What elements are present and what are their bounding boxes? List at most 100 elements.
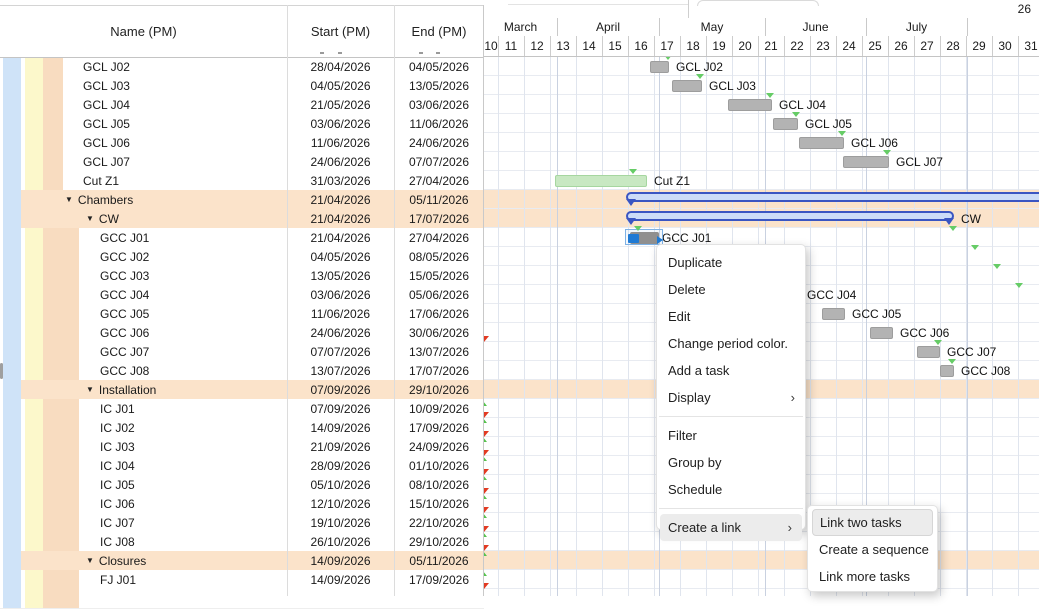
menu-item-edit[interactable]: Edit (657, 303, 805, 330)
start-date-cell[interactable]: 07/09/2026 (310, 382, 371, 397)
collapse-triangle-icon[interactable]: ▼ (86, 214, 94, 223)
table-row-gcl-j05[interactable]: GCL J05 03/06/2026 11/06/2026 (0, 114, 484, 134)
start-date-cell[interactable]: 31/03/2026 (310, 173, 371, 188)
task-name-cell[interactable]: IC J02 (100, 420, 135, 435)
start-date-cell[interactable]: 14/09/2026 (310, 553, 371, 568)
gantt-bar-gcl-j07[interactable] (843, 156, 889, 168)
end-date-cell[interactable]: 29/10/2026 (408, 534, 470, 549)
table-row-gcc-j03[interactable]: GCC J03 13/05/2026 15/05/2026 (0, 266, 484, 286)
table-row-gcc-j01[interactable]: GCC J01 21/04/2026 27/04/2026 (0, 228, 484, 248)
end-date-cell[interactable]: 27/04/2026 (408, 173, 470, 188)
selected-gantt-bar-gcc-j01[interactable] (625, 229, 663, 245)
task-name-cell[interactable]: IC J08 (100, 534, 135, 549)
menu-item-duplicate[interactable]: Duplicate (657, 249, 805, 276)
end-date-cell[interactable]: 10/09/2026 (408, 401, 470, 416)
end-date-cell[interactable]: 11/06/2026 (409, 116, 469, 131)
end-date-cell[interactable]: 03/06/2026 (408, 97, 470, 112)
start-date-cell[interactable]: 28/09/2026 (310, 458, 371, 473)
task-name-cell[interactable]: IC J06 (100, 496, 135, 511)
table-row-ic-j08[interactable]: IC J08 26/10/2026 29/10/2026 (0, 532, 484, 552)
group-name-cell[interactable]: ▼ Chambers (65, 192, 134, 207)
table-row-ic-j01[interactable]: IC J01 07/09/2026 10/09/2026 (0, 399, 484, 419)
start-date-cell[interactable]: 07/07/2026 (310, 344, 371, 359)
end-date-cell[interactable]: 08/10/2026 (408, 477, 470, 492)
table-row-ic-j06[interactable]: IC J06 12/10/2026 15/10/2026 (0, 494, 484, 514)
table-row-gcc-j04[interactable]: GCC J04 03/06/2026 05/06/2026 (0, 285, 484, 305)
menu-item-change-period-color[interactable]: Change period color. (657, 330, 805, 357)
end-date-cell[interactable]: 07/07/2026 (408, 154, 470, 169)
col-header-start[interactable]: Start (PM) (310, 24, 371, 39)
start-date-cell[interactable]: 04/05/2026 (310, 249, 371, 264)
task-name-cell[interactable]: IC J04 (100, 458, 135, 473)
end-date-cell[interactable]: 24/06/2026 (408, 135, 470, 150)
task-name-cell[interactable]: GCL J06 (83, 135, 130, 150)
start-date-cell[interactable]: 03/06/2026 (310, 116, 371, 131)
start-date-cell[interactable]: 11/06/2026 (310, 135, 371, 150)
table-row-chambers[interactable]: ▼ Chambers 21/04/2026 05/11/2026 (0, 190, 484, 210)
vertical-scrollbar-thumb[interactable] (0, 363, 3, 379)
task-name-cell[interactable]: IC J05 (100, 477, 135, 492)
menu-item-create-a-link[interactable]: Create a link › (660, 514, 802, 541)
start-date-cell[interactable]: 13/05/2026 (310, 268, 371, 283)
start-date-cell[interactable]: 03/06/2026 (310, 287, 371, 302)
table-chart-divider[interactable] (483, 5, 484, 596)
menu-item-add-a-task[interactable]: Add a task (657, 357, 805, 384)
end-date-cell[interactable]: 24/09/2026 (408, 439, 470, 454)
table-row-gcl-j02[interactable]: GCL J02 28/04/2026 04/05/2026 (0, 57, 484, 77)
table-row-cw[interactable]: ▼ CW 21/04/2026 17/07/2026 (0, 209, 484, 229)
task-name-cell[interactable]: GCC J08 (100, 363, 150, 378)
bar-drag-handle[interactable] (628, 234, 639, 243)
table-row-fj-j01[interactable]: FJ J01 14/09/2026 17/09/2026 (0, 570, 484, 590)
end-date-cell[interactable]: 30/06/2026 (408, 325, 470, 340)
menu-item-link-two-tasks[interactable]: Link two tasks (812, 509, 933, 536)
gantt-bar-gcl-j05[interactable] (773, 118, 798, 130)
gantt-bar-gcl-j02[interactable] (650, 61, 669, 73)
start-date-cell[interactable]: 21/09/2026 (310, 439, 371, 454)
end-date-cell[interactable]: 22/10/2026 (408, 515, 470, 530)
table-row-ic-j05[interactable]: IC J05 05/10/2026 08/10/2026 (0, 475, 484, 495)
start-date-cell[interactable]: 07/09/2026 (310, 401, 371, 416)
table-row-partial[interactable] (0, 589, 484, 609)
summary-bar-cw[interactable] (626, 211, 954, 225)
col-header-end[interactable]: End (PM) (411, 24, 467, 39)
end-date-cell[interactable]: 05/06/2026 (408, 287, 470, 302)
menu-item-link-more-tasks[interactable]: Link more tasks (808, 563, 937, 590)
table-row-gcl-j06[interactable]: GCL J06 11/06/2026 24/06/2026 (0, 133, 484, 153)
end-date-cell[interactable]: 04/05/2026 (408, 59, 470, 74)
gantt-bar-gcc-j08[interactable] (940, 365, 954, 377)
end-date-cell[interactable]: 17/07/2026 (408, 363, 470, 378)
end-date-cell[interactable]: 17/09/2026 (408, 572, 470, 587)
start-date-cell[interactable]: 28/04/2026 (310, 59, 371, 74)
start-date-cell[interactable]: 14/09/2026 (310, 420, 371, 435)
start-date-cell[interactable]: 26/10/2026 (310, 534, 371, 549)
task-name-cell[interactable]: GCC J07 (100, 344, 150, 359)
task-name-cell[interactable]: IC J01 (100, 401, 135, 416)
table-row-closures[interactable]: ▼ Closures 14/09/2026 05/11/2026 (0, 551, 484, 571)
table-row-gcl-j04[interactable]: GCL J04 21/05/2026 03/06/2026 (0, 95, 484, 115)
gantt-bar-gcc-j05[interactable] (822, 308, 845, 320)
gantt-bar-gcl-j03[interactable] (672, 80, 702, 92)
table-row-cut-z1[interactable]: Cut Z1 31/03/2026 27/04/2026 (0, 171, 484, 191)
task-name-cell[interactable]: GCL J05 (83, 116, 130, 131)
start-date-cell[interactable]: 21/04/2026 (310, 192, 371, 207)
end-date-cell[interactable]: 17/07/2026 (408, 211, 470, 226)
start-date-cell[interactable]: 21/04/2026 (310, 230, 371, 245)
table-row-ic-j04[interactable]: IC J04 28/09/2026 01/10/2026 (0, 456, 484, 476)
summary-bar[interactable] (626, 192, 1039, 206)
end-date-cell[interactable]: 15/10/2026 (408, 496, 470, 511)
table-row-gcc-j08[interactable]: GCC J08 13/07/2026 17/07/2026 (0, 361, 484, 381)
menu-item-filter[interactable]: Filter (657, 422, 805, 449)
menu-item-schedule[interactable]: Schedule (657, 476, 805, 503)
table-row-gcc-j06[interactable]: GCC J06 24/06/2026 30/06/2026 (0, 323, 484, 343)
menu-item-delete[interactable]: Delete (657, 276, 805, 303)
end-date-cell[interactable]: 08/05/2026 (408, 249, 470, 264)
end-date-cell[interactable]: 17/06/2026 (408, 306, 470, 321)
task-name-cell[interactable]: GCC J01 (100, 230, 150, 245)
task-name-cell[interactable]: GCC J04 (100, 287, 150, 302)
start-date-cell[interactable]: 12/10/2026 (310, 496, 371, 511)
start-date-cell[interactable]: 14/09/2026 (310, 572, 371, 587)
collapse-triangle-icon[interactable]: ▼ (86, 385, 94, 394)
task-name-cell[interactable]: GCC J06 (100, 325, 150, 340)
task-name-cell[interactable]: IC J07 (100, 515, 135, 530)
start-date-cell[interactable]: 11/06/2026 (310, 306, 371, 321)
